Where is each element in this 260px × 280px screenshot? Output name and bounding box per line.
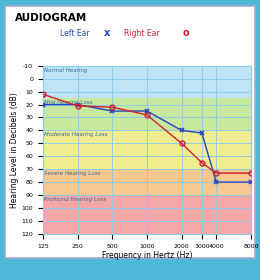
Text: Profound Hearing Loss: Profound Hearing Loss (44, 197, 106, 202)
Bar (43, 195, 251, 234)
X-axis label: Frequency in Hertz (Hz): Frequency in Hertz (Hz) (102, 251, 192, 260)
Text: Moderate Hearing Loss: Moderate Hearing Loss (44, 132, 107, 137)
Text: Mild Hearing Loss: Mild Hearing Loss (44, 100, 92, 105)
Text: AUDIOGRAM: AUDIOGRAM (15, 13, 87, 23)
Y-axis label: Hearing Level in Decibels (dB): Hearing Level in Decibels (dB) (10, 92, 19, 208)
Text: Severe Hearing Loss: Severe Hearing Loss (44, 171, 100, 176)
Text: x: x (104, 28, 110, 38)
Bar (43, 66, 251, 98)
Bar (43, 130, 251, 169)
Text: Left Ear: Left Ear (60, 29, 90, 38)
Bar (43, 169, 251, 195)
Text: o: o (183, 28, 189, 38)
Text: Right Ear: Right Ear (124, 29, 159, 38)
Bar (43, 98, 251, 130)
Text: Normal Hearing: Normal Hearing (44, 68, 87, 73)
